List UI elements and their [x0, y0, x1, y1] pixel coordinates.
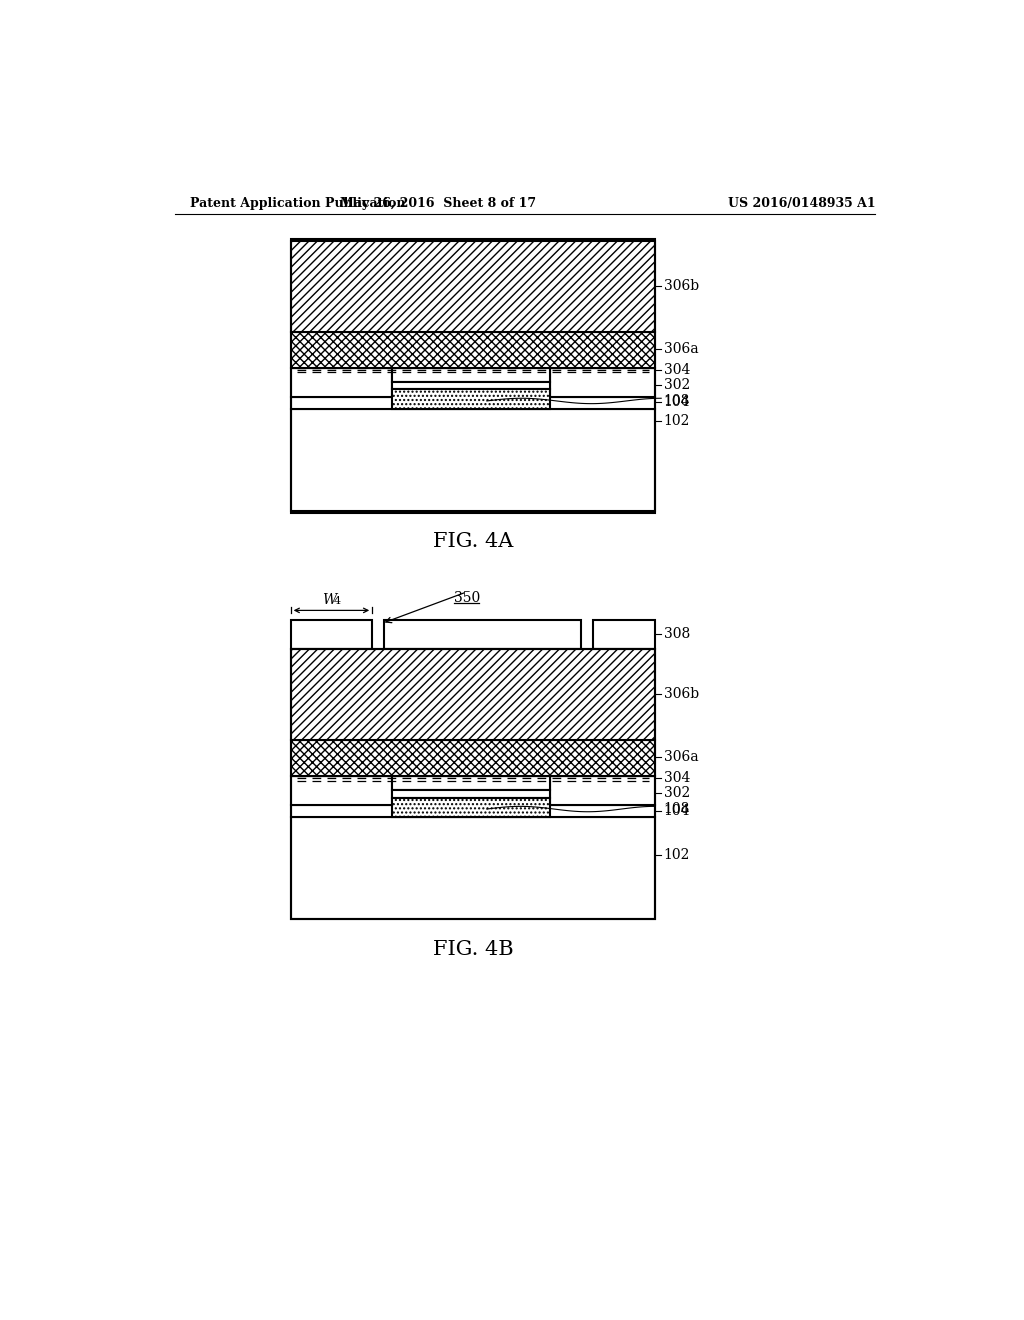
- Bar: [291, 619, 372, 649]
- Bar: [291, 409, 655, 511]
- Text: 306a: 306a: [664, 751, 698, 764]
- Bar: [291, 240, 655, 331]
- Text: W: W: [322, 593, 336, 607]
- Text: 104: 104: [664, 804, 690, 817]
- Bar: [550, 776, 655, 805]
- Bar: [550, 368, 655, 397]
- Bar: [593, 619, 655, 649]
- Text: 108: 108: [664, 803, 690, 816]
- Text: 306a: 306a: [664, 342, 698, 356]
- Bar: [391, 389, 550, 409]
- Bar: [391, 381, 550, 389]
- Text: 308: 308: [664, 627, 690, 642]
- Bar: [291, 368, 391, 397]
- Text: US 2016/0148935 A1: US 2016/0148935 A1: [728, 197, 877, 210]
- Text: 304: 304: [664, 771, 690, 785]
- Bar: [291, 649, 655, 919]
- Text: 302: 302: [664, 785, 690, 800]
- Text: 4: 4: [334, 597, 341, 606]
- Text: 306b: 306b: [664, 280, 698, 293]
- Text: 306b: 306b: [664, 688, 698, 701]
- Text: 302: 302: [664, 378, 690, 392]
- Bar: [391, 797, 550, 817]
- Text: May 26, 2016  Sheet 8 of 17: May 26, 2016 Sheet 8 of 17: [340, 197, 536, 210]
- Text: 304: 304: [664, 363, 690, 378]
- Bar: [391, 776, 550, 789]
- Bar: [291, 776, 391, 805]
- Bar: [291, 649, 655, 739]
- Bar: [291, 805, 655, 817]
- Bar: [291, 397, 655, 409]
- Bar: [391, 368, 550, 381]
- Text: 104: 104: [664, 396, 690, 409]
- Bar: [291, 739, 655, 776]
- Bar: [391, 789, 550, 797]
- Text: 102: 102: [664, 849, 690, 862]
- Bar: [291, 239, 655, 512]
- Text: 350: 350: [454, 591, 480, 605]
- Bar: [291, 817, 655, 919]
- Text: 108: 108: [664, 393, 690, 408]
- Text: FIG. 4B: FIG. 4B: [432, 940, 513, 960]
- Text: FIG. 4A: FIG. 4A: [433, 532, 513, 552]
- Bar: [291, 331, 655, 368]
- Text: 102: 102: [664, 414, 690, 428]
- Text: Patent Application Publication: Patent Application Publication: [190, 197, 406, 210]
- Bar: [384, 619, 582, 649]
